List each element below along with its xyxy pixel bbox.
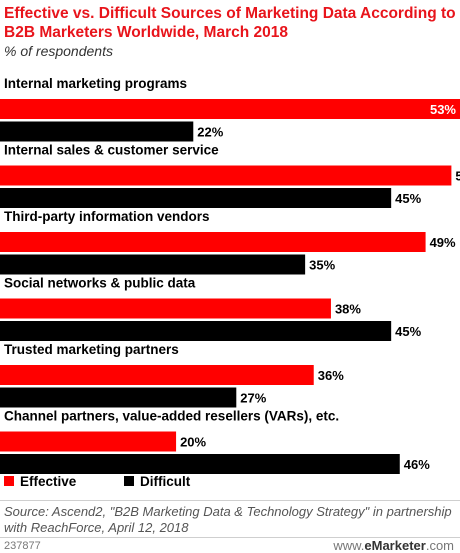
data-label-difficult-2: 45% — [395, 191, 421, 206]
bar-effective-3 — [0, 232, 426, 252]
bar-chart: Internal marketing programs 53% 22% Interna… — [0, 76, 460, 489]
data-label-effective-1: 53% — [430, 102, 456, 117]
bar-difficult-4 — [0, 321, 392, 341]
bar-difficult-6 — [0, 454, 400, 474]
legend-swatch-difficult — [124, 476, 134, 486]
bar-difficult-5 — [0, 387, 237, 408]
source-note: Source: Ascend2, "B2B Marketing Data & T… — [4, 504, 452, 535]
bar-difficult-2 — [0, 188, 392, 208]
data-label-effective-6: 20% — [180, 435, 206, 450]
data-label-difficult-5: 27% — [240, 391, 266, 406]
category-label-channel-partners-value-added-resellers-vars-etc: Channel partners, value-added resellers … — [4, 409, 339, 424]
chart-subtitle: % of respondents — [4, 43, 113, 59]
bar-effective-6 — [0, 431, 177, 452]
footer-divider-top — [0, 500, 460, 501]
data-label-effective-2: 52% — [455, 169, 460, 184]
bar-difficult-3 — [0, 254, 306, 275]
bar-effective-1 — [0, 99, 460, 119]
data-label-difficult-3: 35% — [309, 258, 335, 273]
footer-divider-bottom — [0, 537, 460, 538]
bar-effective-5 — [0, 365, 314, 385]
emarketer-logo[interactable]: www.eMarketer.com — [333, 538, 454, 553]
category-label-social-networks-public-data: Social networks & public data — [4, 276, 196, 291]
data-label-effective-4: 38% — [335, 302, 361, 317]
bar-difficult-1 — [0, 121, 194, 142]
category-label-third-party-information-vendors: Third-party information vendors — [4, 209, 210, 224]
data-label-effective-5: 36% — [318, 368, 344, 383]
legend-label-effective: Effective — [20, 474, 77, 489]
data-label-effective-3: 49% — [430, 235, 456, 250]
data-label-difficult-1: 22% — [197, 125, 223, 140]
category-label-trusted-marketing-partners: Trusted marketing partners — [4, 342, 179, 357]
bar-effective-4 — [0, 298, 331, 319]
category-label-internal-sales-customer-service: Internal sales & customer service — [4, 143, 219, 158]
bar-effective-2 — [0, 165, 452, 186]
chart-id: 237877 — [4, 540, 41, 552]
chart-title: Effective vs. Difficult Sources of Marke… — [4, 5, 456, 41]
legend-label-difficult: Difficult — [140, 474, 191, 489]
data-label-difficult-6: 46% — [404, 457, 430, 472]
legend-swatch-effective — [4, 476, 14, 486]
category-label-internal-marketing-programs: Internal marketing programs — [4, 76, 187, 91]
data-label-difficult-4: 45% — [395, 324, 421, 339]
